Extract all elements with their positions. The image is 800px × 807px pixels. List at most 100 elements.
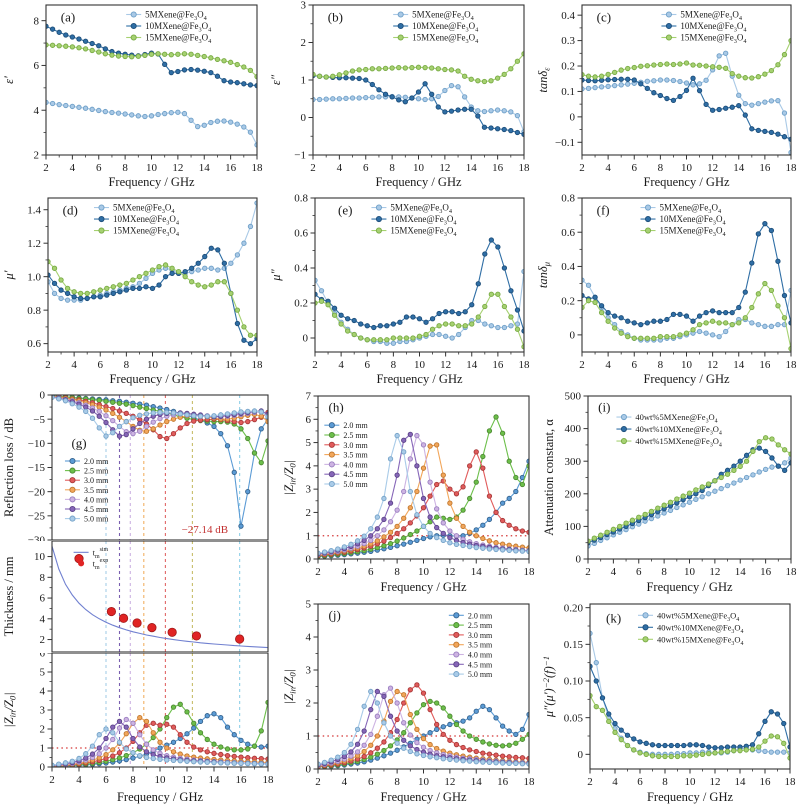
svg-text:6: 6	[636, 566, 642, 578]
svg-text:6: 6	[632, 162, 638, 174]
svg-text:10MXene@Fe3O4: 10MXene@Fe3O4	[113, 214, 180, 227]
svg-text:4.0 mm: 4.0 mm	[468, 651, 493, 660]
svg-text:Thickness / mm: Thickness / mm	[2, 556, 16, 636]
svg-text:8: 8	[130, 774, 136, 786]
svg-text:14: 14	[735, 566, 747, 578]
svg-text:40wt%15MXene@Fe3O4: 40wt%15MXene@Fe3O4	[635, 436, 722, 449]
svg-text:16: 16	[760, 566, 772, 578]
svg-text:4: 4	[70, 162, 76, 174]
svg-text:μ″(μ′)−2(f)−1: μ″(μ′)−2(f)−1	[541, 656, 556, 718]
svg-text:18: 18	[252, 359, 264, 371]
svg-text:Frequency / GHz: Frequency / GHz	[117, 790, 204, 804]
svg-text:0.1: 0.1	[561, 86, 575, 98]
svg-text:16: 16	[492, 359, 504, 371]
svg-text:6: 6	[368, 776, 374, 788]
svg-text:0.6: 0.6	[27, 338, 41, 350]
svg-text:18: 18	[786, 359, 798, 371]
svg-text:0.4: 0.4	[561, 10, 575, 22]
svg-text:40wt%15MXene@Fe3O4: 40wt%15MXene@Fe3O4	[657, 634, 744, 647]
svg-text:(j): (j)	[329, 607, 341, 622]
svg-text:10: 10	[684, 566, 696, 578]
svg-text:2: 2	[315, 776, 321, 788]
svg-text:15MXene@Fe3O4: 15MXene@Fe3O4	[660, 226, 727, 239]
svg-text:6: 6	[34, 60, 40, 72]
panel-i-attenuation-chart: 2 4 6 8 10 12 14 16 18 0 100 200 300 400 500 Frequency …	[540, 391, 800, 597]
svg-text:0.10: 0.10	[564, 676, 584, 688]
svg-text:3.5 mm: 3.5 mm	[468, 641, 493, 650]
svg-text:0: 0	[570, 329, 576, 341]
svg-text:0.2: 0.2	[561, 295, 575, 307]
svg-text:18: 18	[524, 776, 536, 788]
svg-text:14: 14	[466, 359, 478, 371]
svg-text:(c): (c)	[597, 10, 611, 25]
svg-text:16: 16	[492, 162, 504, 174]
svg-text:0: 0	[570, 111, 576, 123]
svg-text:4: 4	[76, 774, 82, 786]
svg-text:(b): (b)	[328, 10, 343, 25]
svg-text:15MXene@Fe3O4: 15MXene@Fe3O4	[680, 33, 747, 46]
svg-text:Frequency / GHz: Frequency / GHz	[380, 580, 467, 594]
svg-text:6: 6	[96, 162, 102, 174]
svg-text:14: 14	[735, 776, 747, 788]
svg-text:(g): (g)	[71, 436, 86, 451]
svg-text:μ′: μ′	[2, 270, 16, 280]
svg-text:0.4: 0.4	[294, 263, 308, 275]
panel-e-mu-doubleprime-chart: 2 4 6 8 10 12 14 16 18 0 0.2 0.4 0.6 0.8 Frequency / G…	[267, 193, 533, 389]
svg-text:8: 8	[122, 162, 128, 174]
svg-text:|Zin/Z0|: |Zin/Z0|	[2, 692, 18, 727]
svg-text:2: 2	[310, 162, 316, 174]
svg-text:5MXene@Fe3O4: 5MXene@Fe3O4	[390, 203, 452, 216]
svg-text:15MXene@Fe3O4: 15MXene@Fe3O4	[113, 226, 180, 239]
svg-text:(h): (h)	[329, 399, 344, 414]
svg-text:3.5 mm: 3.5 mm	[84, 486, 109, 495]
svg-text:(a): (a)	[61, 10, 75, 25]
svg-text:12: 12	[444, 566, 455, 578]
panel-g-thickness-chart: 2 4 6 8 10 Thickness / mm tmsim tmexp	[0, 541, 278, 653]
svg-text:(k): (k)	[606, 611, 621, 626]
svg-text:8: 8	[394, 776, 400, 788]
svg-text:5MXene@Fe3O4: 5MXene@Fe3O4	[113, 203, 175, 216]
svg-text:4: 4	[306, 632, 312, 644]
svg-text:3.0 mm: 3.0 mm	[84, 476, 109, 485]
svg-text:0.15: 0.15	[564, 639, 584, 651]
svg-text:(i): (i)	[598, 399, 610, 414]
svg-text:14: 14	[199, 359, 211, 371]
svg-text:2: 2	[312, 359, 318, 371]
svg-text:2: 2	[306, 698, 312, 710]
svg-text:100: 100	[565, 521, 582, 533]
svg-text:4.5 mm: 4.5 mm	[468, 660, 493, 669]
svg-text:1.4: 1.4	[27, 204, 41, 216]
svg-text:2: 2	[585, 566, 591, 578]
svg-text:16: 16	[760, 776, 772, 788]
svg-text:6: 6	[306, 414, 312, 426]
svg-text:−10: −10	[28, 438, 46, 450]
svg-text:2: 2	[306, 507, 312, 519]
svg-text:0: 0	[301, 112, 307, 124]
svg-text:7: 7	[306, 391, 312, 403]
svg-text:15MXene@Fe3O4: 15MXene@Fe3O4	[390, 226, 457, 239]
svg-text:18: 18	[263, 774, 275, 786]
svg-text:8: 8	[661, 566, 667, 578]
svg-text:2: 2	[34, 150, 40, 162]
svg-text:5.0 mm: 5.0 mm	[84, 515, 109, 524]
svg-text:10: 10	[146, 162, 158, 174]
svg-text:ε′: ε′	[2, 76, 16, 84]
svg-text:−0.1: −0.1	[555, 137, 575, 149]
svg-text:10: 10	[34, 551, 46, 563]
svg-text:1.2: 1.2	[27, 238, 41, 250]
svg-text:10MXene@Fe3O4: 10MXene@Fe3O4	[680, 21, 747, 34]
svg-text:12: 12	[707, 162, 718, 174]
svg-text:6: 6	[363, 162, 369, 174]
svg-text:Frequency / GHz: Frequency / GHz	[646, 580, 733, 594]
svg-text:14: 14	[199, 162, 211, 174]
svg-text:2: 2	[579, 162, 585, 174]
svg-text:5MXene@Fe3O4: 5MXene@Fe3O4	[412, 10, 474, 23]
svg-text:5MXene@Fe3O4: 5MXene@Fe3O4	[660, 203, 722, 216]
svg-text:Frequency / GHz: Frequency / GHz	[643, 372, 730, 386]
svg-text:1: 1	[301, 75, 307, 87]
svg-text:5MXene@Fe3O4: 5MXene@Fe3O4	[145, 10, 207, 23]
panel-d-mu-prime-chart: 2 4 6 8 10 12 14 16 18 0.6 0.8 1.0 1.2 1.4 Frequency /…	[0, 193, 266, 389]
svg-text:14: 14	[733, 162, 745, 174]
svg-text:Frequency / GHz: Frequency / GHz	[375, 175, 462, 189]
